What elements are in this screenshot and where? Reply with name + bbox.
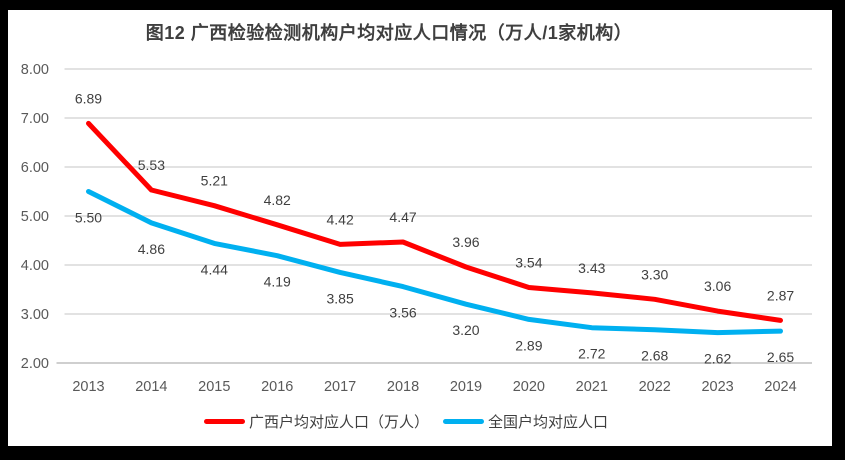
chart-canvas: 图12 广西检验检测机构户均对应人口情况（万人/1家机构） 2.00 3.00 4.… <box>8 10 832 446</box>
data-label: 3.85 <box>327 290 354 306</box>
legend-item-guangxi: 广西户均对应人口（万人） <box>203 411 429 432</box>
data-label: 2.87 <box>767 287 794 303</box>
data-label: 2.89 <box>515 337 542 353</box>
data-label: 3.30 <box>641 266 668 282</box>
y-axis-tick-label: 4.00 <box>21 258 49 274</box>
data-label: 2.72 <box>578 346 605 362</box>
chart-legend: 广西户均对应人口（万人） 全国户均对应人口 <box>8 411 804 432</box>
y-axis-tick-label: 5.00 <box>21 209 49 225</box>
data-label: 4.42 <box>327 211 354 227</box>
x-axis-tick-label: 2016 <box>261 379 293 395</box>
data-label: 5.50 <box>75 210 102 226</box>
x-axis-tick-label: 2018 <box>387 379 419 395</box>
y-axis-tick-label: 6.00 <box>21 160 49 176</box>
data-label: 3.06 <box>704 278 731 294</box>
data-label: 3.43 <box>578 260 605 276</box>
x-axis-tick-label: 2024 <box>764 379 796 395</box>
x-axis-tick-label: 2023 <box>701 379 733 395</box>
legend-label-national: 全国户均对应人口 <box>488 414 609 431</box>
data-label: 4.82 <box>264 192 291 208</box>
x-axis-tick-label: 2013 <box>72 379 104 395</box>
data-label: 3.96 <box>452 234 479 250</box>
x-axis-tick-label: 2015 <box>198 379 230 395</box>
data-label: 3.54 <box>515 255 542 271</box>
series-line-0 <box>86 120 783 323</box>
y-axis-tick-label: 8.00 <box>21 62 49 78</box>
x-axis-tick-label: 2021 <box>576 379 608 395</box>
y-axis-tick-label: 7.00 <box>21 111 49 127</box>
legend-line-sample-blue <box>443 419 484 424</box>
x-axis-tick-label: 2014 <box>135 379 167 395</box>
legend-item-national: 全国户均对应人口 <box>443 411 608 432</box>
x-axis-tick-label: 2022 <box>639 379 671 395</box>
legend-line-sample-red <box>203 419 245 424</box>
x-axis-tick-label: 2019 <box>450 379 482 395</box>
data-label: 4.47 <box>389 209 416 225</box>
data-label: 3.20 <box>452 322 479 338</box>
chart-title: 图12 广西检验检测机构户均对应人口情况（万人/1家机构） <box>145 23 633 43</box>
series-line-1 <box>86 189 783 336</box>
x-axis-tick-label: 2017 <box>324 379 356 395</box>
line-chart-plot-area: 2.00 3.00 4.00 5.00 6.00 7.00 8.00 2013 2014 2015… <box>21 62 812 395</box>
data-label: 5.53 <box>138 157 165 173</box>
data-label: 2.65 <box>767 349 794 365</box>
y-axis-tick-label: 2.00 <box>21 356 49 372</box>
data-label: 5.21 <box>201 173 228 189</box>
x-axis-tick-label: 2020 <box>513 379 545 395</box>
y-axis-tick-label: 3.00 <box>21 307 49 323</box>
legend-label-guangxi: 广西户均对应人口（万人） <box>248 414 429 431</box>
data-label: 4.19 <box>264 274 291 290</box>
data-label: 4.86 <box>138 241 165 257</box>
data-label: 2.62 <box>704 351 731 367</box>
data-label: 6.89 <box>75 90 102 106</box>
data-label: 2.68 <box>641 348 668 364</box>
data-label: 3.56 <box>389 305 416 321</box>
data-label: 4.44 <box>201 261 228 277</box>
